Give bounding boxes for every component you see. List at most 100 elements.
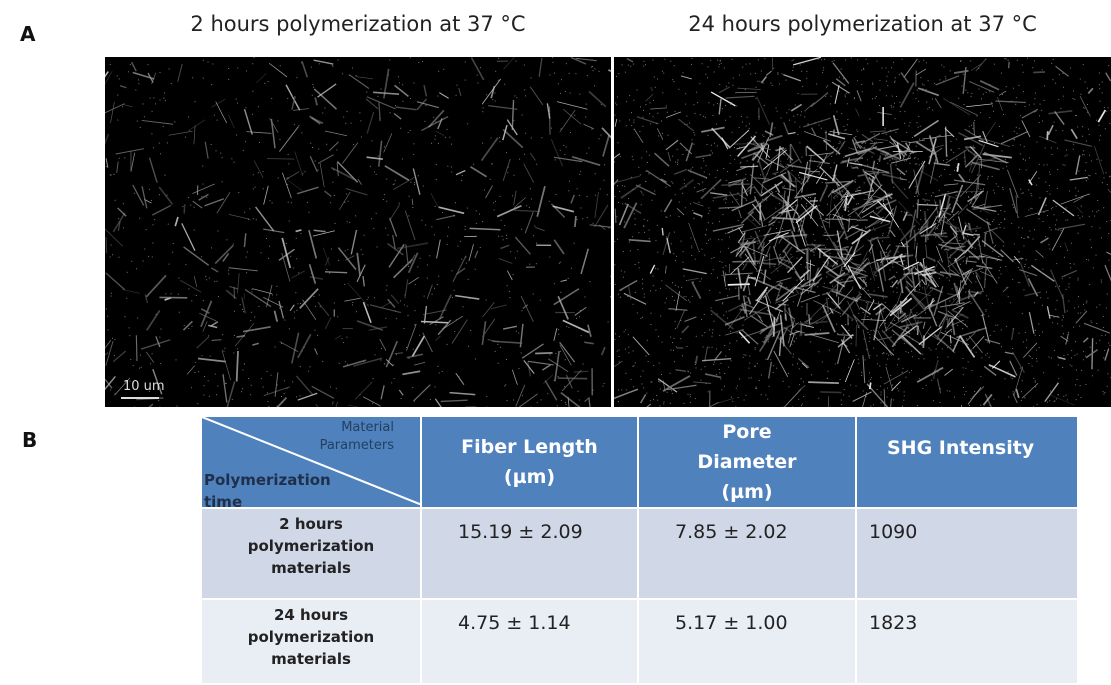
speckle: [976, 352, 977, 353]
speckle: [140, 127, 141, 128]
speckle: [891, 107, 892, 108]
speckle: [533, 294, 534, 295]
speckle: [937, 335, 938, 336]
speckle: [549, 354, 550, 355]
speckle: [824, 59, 825, 60]
speckle: [664, 401, 665, 402]
fiber: [682, 326, 689, 333]
speckle: [409, 196, 410, 197]
speckle: [985, 311, 986, 312]
speckle: [280, 65, 281, 66]
speckle: [724, 373, 725, 374]
speckle: [916, 312, 917, 313]
speckle: [793, 301, 794, 302]
speckle: [107, 316, 108, 317]
speckle: [703, 191, 704, 192]
speckle: [211, 247, 212, 248]
speckle: [507, 285, 508, 286]
fiber: [595, 192, 599, 218]
speckle: [904, 161, 905, 162]
speckle: [717, 145, 718, 146]
speckle: [1035, 111, 1036, 112]
fiber: [424, 85, 426, 96]
speckle: [759, 380, 760, 381]
speckle: [746, 296, 747, 297]
speckle: [754, 366, 755, 367]
fiber: [979, 140, 999, 146]
speckle: [714, 188, 715, 189]
speckle: [635, 292, 636, 293]
speckle: [918, 101, 919, 102]
speckle: [872, 98, 873, 99]
speckle: [1058, 99, 1059, 100]
speckle: [668, 135, 669, 136]
speckle: [439, 206, 440, 207]
speckle: [777, 74, 778, 75]
speckle: [953, 219, 954, 220]
speckle: [270, 200, 271, 201]
fiber: [1024, 292, 1040, 296]
speckle: [140, 355, 141, 356]
speckle: [1099, 340, 1100, 341]
speckle: [706, 383, 707, 384]
speckle: [842, 216, 843, 217]
speckle: [705, 74, 706, 75]
fiber: [841, 325, 852, 338]
speckle: [690, 373, 691, 374]
speckle: [943, 205, 944, 206]
speckle: [663, 73, 664, 74]
speckle: [795, 105, 796, 106]
speckle: [719, 221, 720, 222]
fiber: [726, 96, 755, 98]
fiber: [431, 193, 439, 208]
header-text: SHG Intensity: [887, 433, 1077, 463]
speckle: [805, 110, 806, 111]
speckle: [707, 77, 708, 78]
speckle: [746, 64, 747, 65]
speckle: [289, 221, 290, 222]
speckle: [1040, 104, 1041, 105]
fiber: [246, 132, 271, 134]
speckle: [741, 305, 742, 306]
speckle: [990, 405, 991, 406]
speckle: [926, 266, 927, 267]
speckle: [888, 355, 889, 356]
speckle: [378, 156, 379, 157]
fiber: [438, 118, 442, 129]
speckle: [890, 130, 891, 131]
speckle: [919, 61, 920, 62]
speckle: [921, 163, 922, 164]
speckle: [821, 59, 822, 60]
speckle: [547, 393, 548, 394]
speckle: [892, 263, 893, 264]
speckle: [920, 77, 921, 78]
speckle: [904, 273, 905, 274]
speckle: [956, 302, 957, 303]
speckle: [868, 195, 869, 196]
speckle: [675, 260, 676, 261]
speckle: [856, 386, 857, 387]
speckle: [822, 182, 823, 183]
speckle: [251, 312, 252, 313]
fiber: [957, 163, 958, 172]
speckle: [295, 292, 296, 293]
speckle: [234, 162, 235, 163]
speckle: [653, 100, 654, 101]
fiber: [949, 298, 956, 307]
speckle: [858, 203, 859, 204]
speckle: [979, 308, 980, 309]
speckle: [194, 207, 195, 208]
speckle: [1059, 74, 1060, 75]
speckle: [903, 368, 904, 369]
speckle: [980, 189, 981, 190]
speckle: [827, 236, 828, 237]
speckle: [1029, 104, 1030, 105]
speckle: [786, 206, 787, 207]
speckle: [638, 167, 639, 168]
speckle: [1025, 332, 1026, 333]
fiber: [918, 326, 919, 335]
speckle: [1078, 296, 1079, 297]
speckle: [780, 254, 781, 255]
speckle: [776, 228, 777, 229]
speckle: [906, 265, 907, 266]
